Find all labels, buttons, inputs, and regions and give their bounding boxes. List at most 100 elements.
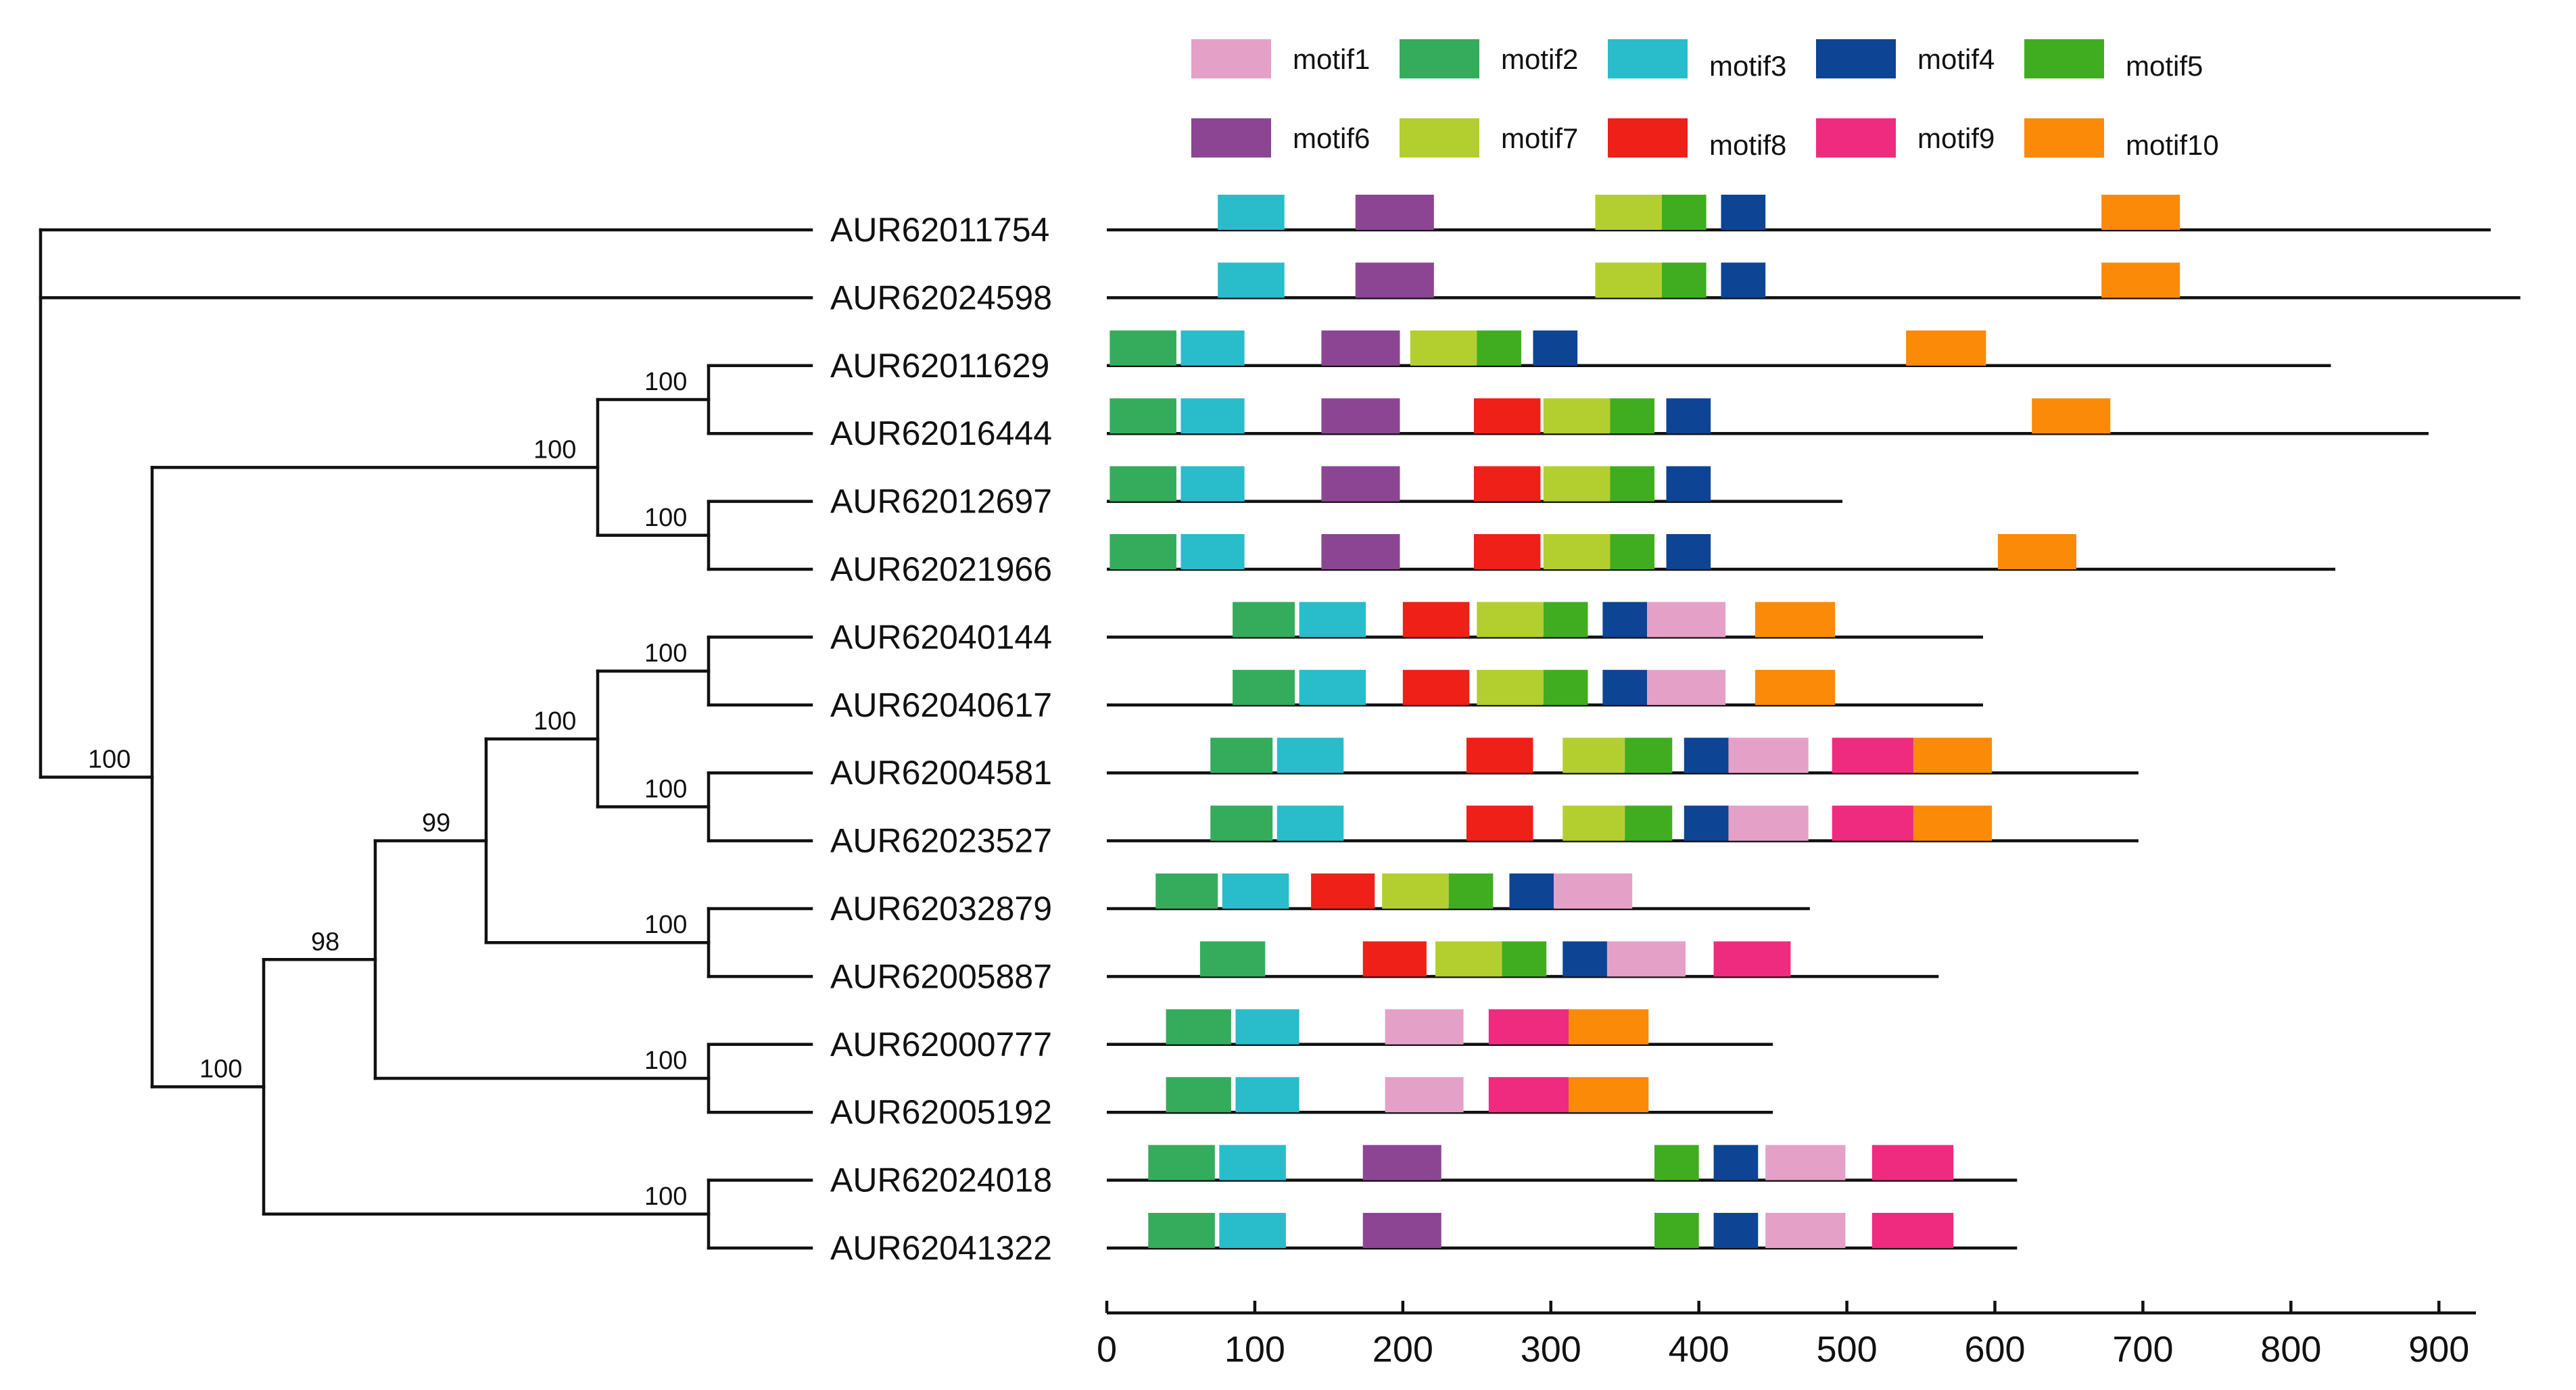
motif2-legend-label: motif2 [1501,43,1578,75]
motif10-box [1997,534,2076,569]
motif4-box [1666,534,1711,569]
x-axis: 0 100 200 300 400 500 600 700 800 900 [1097,1301,2476,1370]
motif5-box [1543,602,1588,638]
sequence-row: AUR62000777 [830,1009,1773,1063]
motif3-box [1219,1145,1286,1180]
sequence-label: AUR62012697 [830,483,1052,521]
sequence-label: AUR62004581 [830,754,1052,792]
motif7-box [1563,805,1625,841]
motif3-box [1180,330,1245,366]
motif1-box [1647,669,1726,705]
sequence-row: AUR62040617 [830,669,1983,724]
motif4-box [1666,398,1711,434]
motif10-box [1755,602,1836,638]
motif9-legend-swatch [1816,118,1896,158]
motif2-box [1210,738,1273,773]
sequence-label: AUR62024598 [830,279,1052,316]
motif9-legend-label: motif9 [1917,122,1995,154]
motif2-box [1110,534,1176,569]
motif3-box [1277,805,1344,841]
motif6-box [1355,195,1434,230]
motif7-box [1595,195,1662,230]
motif-map: AUR62011754 AUR62024598 AUR62011629 AUR6201… [830,195,2521,1267]
sequence-row: AUR62032879 [830,873,1810,928]
sequence-row: AUR62021966 [830,534,2336,588]
motif5-box [1448,873,1494,909]
motif9-box [1871,1213,1954,1248]
motif5-box [1477,330,1521,366]
motif7-box [1477,669,1544,705]
motif1-box [1765,1145,1846,1180]
axis-tick-label: 500 [1817,1329,1878,1370]
motif4-legend-swatch [1816,39,1896,78]
motif5-box [1610,534,1654,569]
motif5-box [1610,398,1654,434]
motif6-legend-swatch [1191,118,1271,158]
bootstrap-label: 100 [533,707,576,736]
phylogenetic-tree: 100 100 100 100 100 98 99 100 100 100 100 100 100 [39,228,813,1250]
motif3-box [1235,1009,1299,1045]
motif3-box [1222,873,1289,909]
motif5-box [1625,738,1673,773]
motif10-box [1569,1077,1649,1113]
bootstrap-label: 100 [533,435,576,464]
motif10-box [1913,738,1993,773]
motif1-box [1606,941,1686,977]
motif5-box [1610,466,1654,502]
motif3-box [1299,602,1366,638]
motif8-box [1466,805,1533,841]
motif3-legend-label: motif3 [1709,50,1786,82]
axis-tick-label: 0 [1097,1329,1117,1370]
motif3-box [1219,1213,1286,1248]
motif2-box [1148,1145,1215,1180]
motif2-box [1210,805,1273,841]
bootstrap-label: 100 [644,775,687,803]
motif4-box [1666,466,1711,502]
motif3-box [1218,262,1285,298]
bootstrap-label: 99 [422,809,450,838]
sequence-row: AUR62024598 [830,262,2521,316]
motif2-box [1110,398,1176,434]
motif7-box [1543,398,1611,434]
motif8-box [1473,534,1541,569]
bootstrap-label: 98 [311,928,339,956]
motif3-box [1277,738,1344,773]
motif6-box [1362,1213,1441,1248]
motif5-box [1661,262,1707,298]
sequence-label: AUR62040617 [830,686,1052,724]
motif6-box [1321,534,1400,569]
sequence-row: AUR62011754 [830,195,2491,249]
motif4-box [1684,805,1729,841]
bootstrap-label: 100 [644,504,687,532]
motif7-box [1563,738,1625,773]
motif10-box [1755,669,1836,705]
motif10-box [2032,398,2111,434]
motif2-box [1233,669,1295,705]
motif8-legend-label: motif8 [1709,129,1786,161]
sequence-row: AUR62005887 [830,941,1939,995]
bootstrap-label: 100 [644,368,687,396]
sequence-row: AUR62024018 [830,1145,2018,1199]
motif2-box [1155,873,1218,909]
motif1-box [1385,1009,1464,1045]
motif1-box [1554,873,1633,909]
motif8-box [1402,669,1470,705]
motif4-box [1684,738,1729,773]
axis-tick-label: 300 [1521,1329,1581,1370]
motif8-box [1473,466,1541,502]
motif6-legend-label: motif6 [1293,122,1370,154]
bootstrap-label: 100 [644,1182,687,1211]
motif1-box [1385,1077,1464,1113]
sequence-row: AUR62023527 [830,805,2139,860]
motif10-box [2101,262,2180,298]
axis-tick-label: 800 [2260,1329,2321,1370]
motif2-box [1233,602,1295,638]
bootstrap-label: 100 [644,911,687,939]
sequence-row: AUR62011629 [830,330,2331,385]
motif3-box [1218,195,1285,230]
motif1-legend-label: motif1 [1293,43,1370,75]
sequence-label: AUR62023527 [830,822,1052,860]
motif3-legend-swatch [1608,39,1688,78]
motif10-box [1906,330,1986,366]
